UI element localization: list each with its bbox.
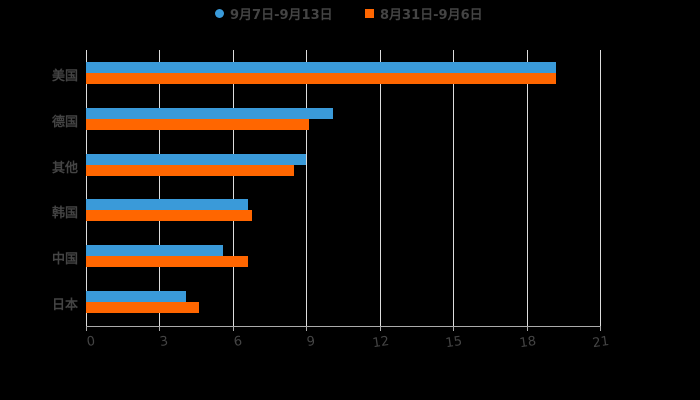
bar-aug31-sep6[interactable] xyxy=(86,256,248,268)
axis-tick xyxy=(380,326,381,331)
gridline xyxy=(233,50,234,327)
chart-legend: 9月7日-9月13日 8月31日-9月6日 xyxy=(0,4,700,23)
x-tick-label: 12 xyxy=(371,334,391,352)
category-label: 中国 xyxy=(51,252,78,268)
gridline xyxy=(453,50,454,327)
axis-tick xyxy=(159,326,160,331)
axis-tick xyxy=(86,326,87,331)
bar-aug31-sep6[interactable] xyxy=(86,210,253,222)
gridline xyxy=(380,50,381,327)
bar-aug31-sep6[interactable] xyxy=(86,118,309,130)
axis-tick xyxy=(306,326,307,331)
axis-tick xyxy=(600,326,601,331)
gridline xyxy=(527,50,528,327)
bar-sep7-sep13[interactable] xyxy=(86,62,556,73)
x-tick-label: 6 xyxy=(232,334,244,351)
legend-circle-icon xyxy=(215,8,224,18)
x-axis-line xyxy=(86,326,600,327)
x-tick-label: 9 xyxy=(305,334,317,351)
category-label: 日本 xyxy=(51,298,78,313)
bar-sep7-sep13[interactable] xyxy=(86,153,307,165)
bar-aug31-sep6[interactable] xyxy=(86,302,199,313)
x-tick-label: 0 xyxy=(85,334,97,351)
legend-label: 9月7日-9月13日 xyxy=(230,7,333,23)
legend-item-aug31-sep6[interactable]: 8月31日-9月6日 xyxy=(365,4,483,23)
bar-sep7-sep13[interactable] xyxy=(86,107,334,119)
axis-tick xyxy=(527,326,528,331)
legend-square-icon xyxy=(365,8,374,18)
bar-aug31-sep6[interactable] xyxy=(86,164,295,176)
bar-sep7-sep13[interactable] xyxy=(86,245,224,257)
axis-tick xyxy=(233,326,234,331)
category-label: 其他 xyxy=(51,160,78,176)
x-tick-label: 21 xyxy=(591,334,611,352)
x-tick-label: 3 xyxy=(158,334,170,351)
bar-sep7-sep13[interactable] xyxy=(86,199,248,211)
axis-tick xyxy=(453,326,454,331)
legend-label: 8月31日-9月6日 xyxy=(380,7,483,23)
bar-sep7-sep13[interactable] xyxy=(86,291,187,302)
x-tick-label: 15 xyxy=(444,334,464,352)
gridline xyxy=(306,50,307,327)
x-tick-label: 18 xyxy=(518,334,538,352)
bar-aug31-sep6[interactable] xyxy=(86,73,556,84)
gridline xyxy=(159,50,160,327)
category-label: 德国 xyxy=(51,114,78,130)
legend-item-sep7-sep13[interactable]: 9月7日-9月13日 xyxy=(215,4,333,23)
gridline xyxy=(600,50,601,327)
category-label: 韩国 xyxy=(51,206,78,222)
gridline xyxy=(86,50,87,327)
category-label: 美国 xyxy=(51,69,78,84)
